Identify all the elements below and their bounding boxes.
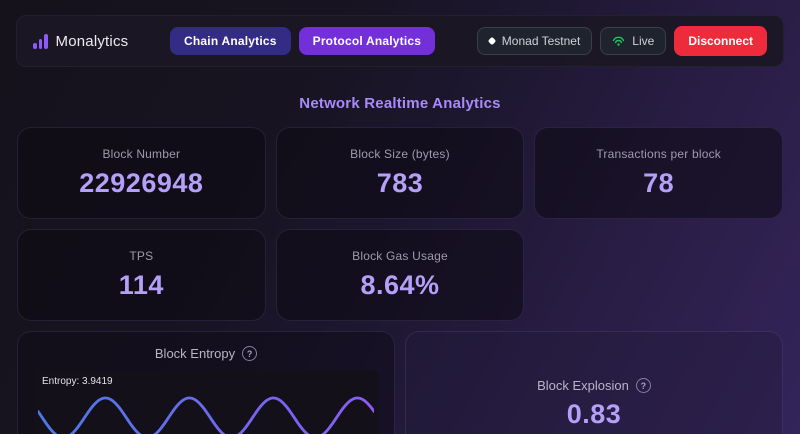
stats-row-1: Block Number 22926948 Block Size (bytes)… bbox=[17, 127, 783, 219]
charts-row: Block Entropy ? Entropy: 3.9419 bbox=[17, 331, 783, 434]
block-entropy-card: Block Entropy ? Entropy: 3.9419 bbox=[17, 331, 395, 434]
main-content: Network Realtime Analytics Block Number … bbox=[0, 95, 800, 434]
app-title: Monalytics bbox=[55, 32, 129, 50]
navbar: Monalytics Chain Analytics Protocol Anal… bbox=[16, 15, 784, 67]
transactions-per-block-card: Transactions per block 78 bbox=[534, 127, 783, 219]
stat-label: Transactions per block bbox=[596, 147, 721, 161]
chain-analytics-button[interactable]: Chain Analytics bbox=[170, 27, 291, 55]
help-icon[interactable]: ? bbox=[635, 378, 651, 393]
nav-tabs: Chain Analytics Protocol Analytics bbox=[170, 27, 436, 55]
page-title: Network Realtime Analytics bbox=[299, 95, 501, 112]
stat-value: 78 bbox=[643, 168, 675, 198]
entropy-annotation: Entropy: 3.9419 bbox=[42, 376, 113, 387]
navbar-right: Monad Testnet Live Disconnect bbox=[476, 26, 767, 56]
block-gas-usage-card: Block Gas Usage 8.64% bbox=[275, 229, 525, 321]
block-number-card: Block Number 22926948 bbox=[17, 127, 266, 219]
block-entropy-title: Block Entropy bbox=[154, 346, 236, 361]
stats-row-2: TPS 114 Block Gas Usage 8.64% bbox=[17, 229, 783, 321]
network-badge-label: Monad Testnet bbox=[501, 34, 581, 48]
stat-value: 783 bbox=[376, 168, 424, 198]
entropy-wave-chart bbox=[38, 396, 374, 434]
disconnect-button[interactable]: Disconnect bbox=[674, 26, 767, 56]
stat-value: 22926948 bbox=[79, 168, 204, 198]
tps-card: TPS 114 bbox=[17, 229, 266, 321]
stat-label: Block Number bbox=[102, 147, 181, 161]
help-icon[interactable]: ? bbox=[242, 346, 258, 361]
bar-chart-logo-icon bbox=[33, 33, 48, 49]
stat-value: 8.64% bbox=[360, 270, 440, 300]
protocol-analytics-button[interactable]: Protocol Analytics bbox=[298, 27, 436, 55]
block-explosion-label: Block Explosion bbox=[537, 378, 629, 393]
stat-label: Block Size (bytes) bbox=[350, 147, 450, 161]
entropy-chart: Entropy: 3.9419 bbox=[34, 370, 378, 434]
brand: Monalytics bbox=[33, 33, 128, 50]
stat-value: 114 bbox=[118, 270, 164, 300]
stat-label: TPS bbox=[129, 249, 154, 263]
block-explosion-card: Block Explosion ? 0.83 bbox=[405, 331, 783, 434]
block-explosion-value: 0.83 bbox=[566, 399, 622, 429]
block-size-card: Block Size (bytes) 783 bbox=[275, 127, 525, 219]
live-status-badge: Live bbox=[600, 27, 667, 55]
live-badge-label: Live bbox=[632, 34, 655, 48]
stat-label: Block Gas Usage bbox=[352, 249, 448, 263]
live-signal-icon bbox=[613, 36, 625, 46]
monad-diamond-icon bbox=[487, 36, 497, 46]
network-badge[interactable]: Monad Testnet bbox=[476, 27, 593, 55]
